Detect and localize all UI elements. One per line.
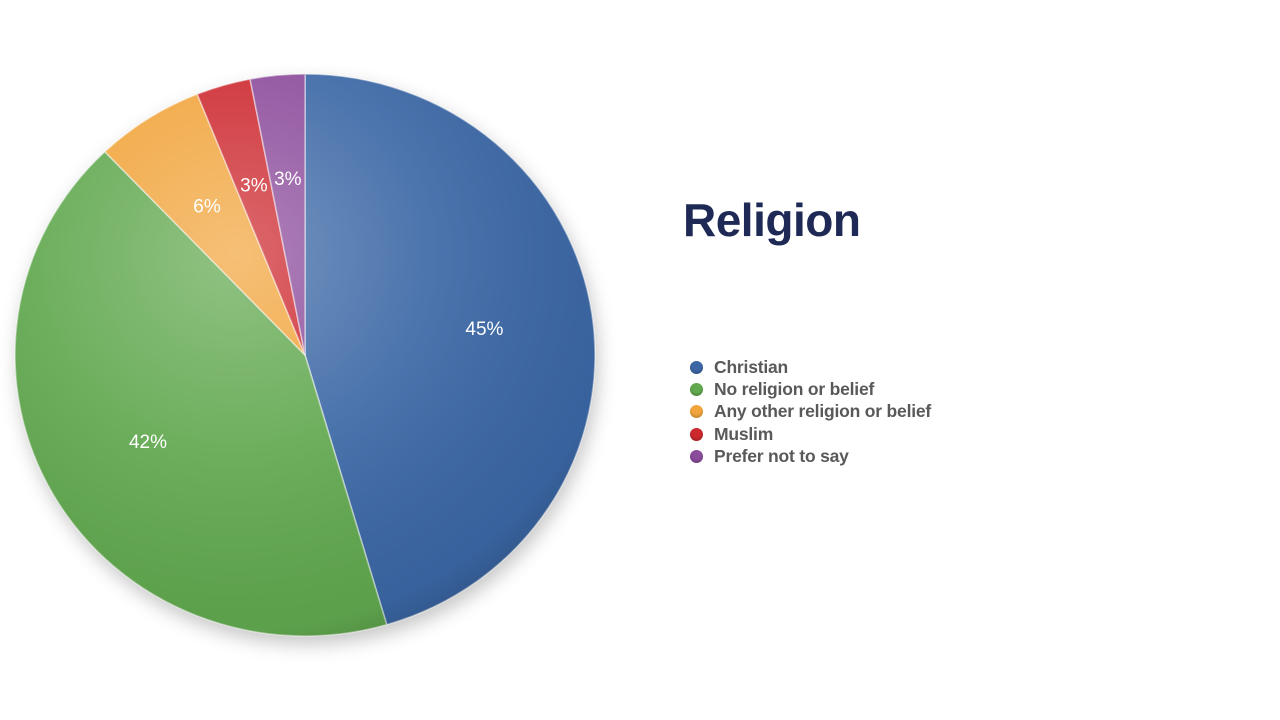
legend-label: Muslim xyxy=(714,423,774,444)
chart-title: Religion xyxy=(683,194,861,246)
legend-item: Muslim xyxy=(690,423,931,445)
legend-label: No religion or belief xyxy=(714,378,875,399)
legend-label: Any other religion or belief xyxy=(714,401,932,422)
pie-slice-label: 3% xyxy=(240,176,268,197)
pie-slices xyxy=(14,73,596,637)
legend-swatch-icon xyxy=(690,405,703,419)
pie-slice-label: 6% xyxy=(193,196,221,217)
pie-slice-label: 3% xyxy=(274,169,302,190)
legend-swatch-icon xyxy=(690,427,703,441)
legend-swatch-icon xyxy=(690,449,703,463)
legend-swatch-icon xyxy=(690,360,703,374)
pie-slice-labels: 45% 42% 6% 3% 3% xyxy=(129,169,504,453)
legend-item: Christian xyxy=(690,356,931,378)
legend-swatch-icon xyxy=(690,382,703,396)
legend-item: No religion or belief xyxy=(690,378,931,400)
legend-label: Prefer not to say xyxy=(714,445,849,466)
legend-item: Prefer not to say xyxy=(690,445,931,467)
pie-slice-label: 45% xyxy=(465,319,503,340)
pie-slice-label: 42% xyxy=(129,432,167,453)
legend-item: Any other religion or belief xyxy=(690,401,931,423)
legend: Christian No religion or belief Any other … xyxy=(690,356,931,467)
legend-label: Christian xyxy=(714,356,789,377)
pie-chart: 45% 42% 6% 3% 3% xyxy=(14,73,596,637)
